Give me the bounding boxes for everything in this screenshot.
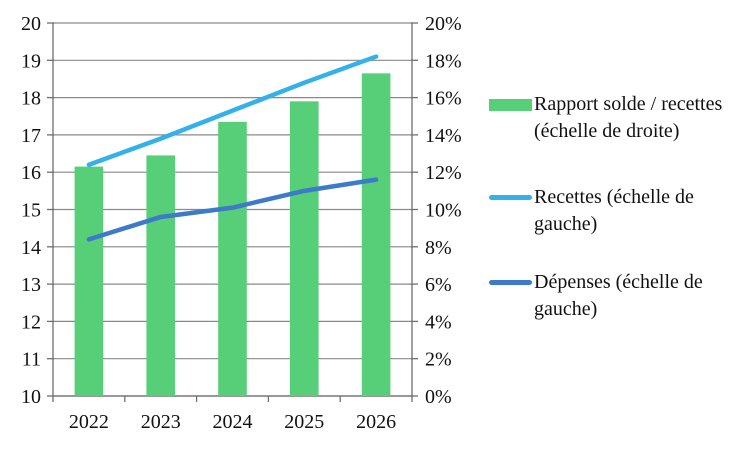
right-axis-tick-label: 14% [425, 125, 462, 147]
x-axis-category-label: 2026 [356, 411, 396, 433]
bar-2026 [361, 73, 391, 396]
right-axis-tick-label: 6% [425, 274, 452, 296]
legend-line-swatch [489, 195, 532, 200]
right-axis-tick-label: 16% [425, 88, 462, 110]
left-axis-tick-label: 17 [21, 125, 41, 147]
right-axis-tick-label: 12% [425, 162, 462, 184]
left-axis-tick-label: 15 [21, 200, 41, 222]
right-axis-tick-label: 10% [425, 200, 462, 222]
left-axis-tick-label: 16 [21, 162, 41, 184]
right-axis-tick-label: 8% [425, 237, 452, 259]
right-axis-tick-label: 2% [425, 349, 452, 371]
line-series [86, 54, 379, 167]
left-axis-tick-label: 20 [21, 13, 41, 35]
right-axis-tick-label: 0% [425, 386, 452, 408]
legend-line-swatch [489, 280, 532, 285]
left-axis-tick-label: 10 [21, 386, 41, 408]
line-series [86, 177, 379, 242]
x-axis-category-label: 2025 [284, 411, 324, 433]
legend-item: Dépenses (échelle de gauche) [489, 269, 747, 323]
left-axis-tick-label: 13 [21, 274, 41, 296]
left-axis-tick-label: 11 [22, 349, 41, 371]
legend-item: Rapport solde / recettes (échelle de dro… [489, 91, 747, 145]
bar-2025 [290, 101, 319, 396]
legend-item: Recettes (échelle de gauche) [489, 184, 747, 238]
right-axis-tick-label: 18% [425, 50, 462, 72]
left-axis-tick-label: 14 [21, 237, 41, 259]
right-axis-tick-label: 20% [425, 13, 462, 35]
bar-2022 [74, 166, 104, 396]
legend-bar-swatch [489, 99, 532, 111]
x-axis-category-label: 2024 [213, 411, 253, 433]
legend-label: Dépenses (échelle de gauche) [534, 271, 703, 320]
right-axis-tick-label: 4% [425, 311, 452, 333]
left-axis-tick-label: 19 [21, 50, 41, 72]
x-axis-category-label: 2022 [69, 411, 109, 433]
legend-label: Rapport solde / recettes (échelle de dro… [534, 93, 723, 142]
chart-legend: Rapport solde / recettes (échelle de dro… [489, 0, 747, 450]
left-axis-tick-label: 12 [21, 311, 41, 333]
left-axis-tick-label: 18 [21, 88, 41, 110]
legend-label: Recettes (échelle de gauche) [534, 186, 694, 235]
x-axis-category-label: 2023 [141, 411, 181, 433]
bar-2023 [146, 155, 175, 396]
bar-2024 [218, 121, 247, 396]
